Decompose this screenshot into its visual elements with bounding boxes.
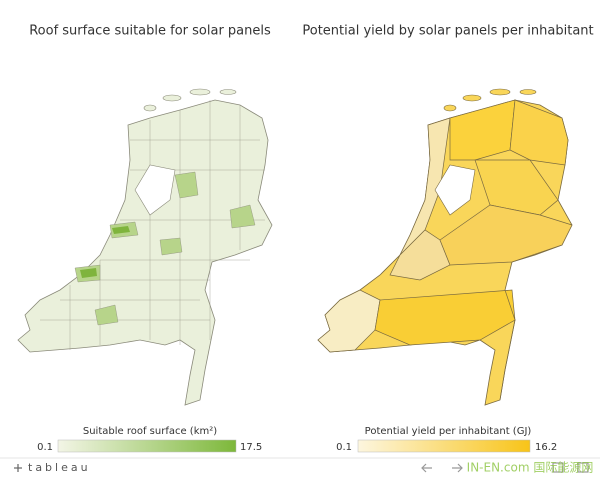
map-title: Roof surface suitable for solar panels	[29, 24, 271, 39]
undo-button[interactable]	[421, 463, 432, 473]
color-ramp	[57, 439, 237, 453]
logo-icon	[14, 464, 22, 472]
redo-button[interactable]	[452, 463, 463, 473]
legend-max: 17.5	[240, 442, 262, 453]
map-title: Potential yield by solar panels per inha…	[302, 24, 593, 39]
yield-map	[317, 88, 573, 406]
watermark: IN-EN.com 国际能源网	[467, 461, 594, 475]
share-button[interactable]	[552, 462, 564, 473]
color-ramp	[357, 439, 531, 453]
roof-surface-map	[17, 88, 273, 406]
legend-max: 16.2	[535, 442, 557, 453]
legend-min: 0.1	[37, 442, 53, 453]
logo[interactable]: tableau	[28, 461, 91, 474]
legend-min: 0.1	[336, 442, 352, 453]
legend-title: Suitable roof surface (km²)	[83, 426, 217, 437]
fullscreen-button[interactable]	[577, 462, 589, 473]
legend-title: Potential yield per inhabitant (GJ)	[365, 426, 532, 437]
